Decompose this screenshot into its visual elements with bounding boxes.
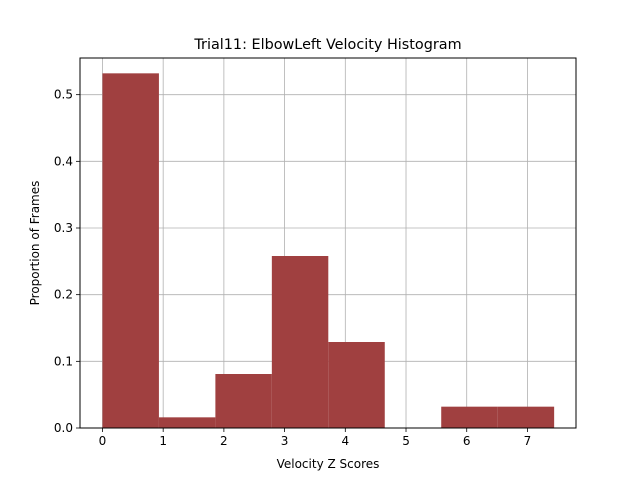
x-tick-label: 0 [99, 434, 107, 448]
y-tick-label: 0.5 [54, 88, 73, 102]
y-tick-label: 0.4 [54, 154, 73, 168]
y-ticks: 0.0 0.1 0.2 0.3 0.4 0.5 [54, 88, 80, 435]
histogram-bar [271, 256, 329, 428]
histogram-bar [158, 417, 216, 428]
y-axis-label: Proportion of Frames [28, 181, 42, 306]
y-tick-label: 0.3 [54, 221, 73, 235]
y-tick-label: 0.2 [54, 288, 73, 302]
x-tick-label: 1 [159, 434, 167, 448]
histogram-bar [215, 374, 272, 428]
x-tick-label: 7 [524, 434, 532, 448]
x-tick-label: 6 [463, 434, 471, 448]
x-tick-label: 4 [341, 434, 349, 448]
histogram-bar [102, 73, 159, 428]
axes-frame [79, 57, 577, 429]
y-tick-label: 0.1 [54, 354, 73, 368]
x-tick-label: 3 [281, 434, 289, 448]
x-ticks: 0 1 2 3 4 5 6 7 [99, 428, 532, 448]
x-axis-label: Velocity Z Scores [277, 457, 380, 471]
x-tick-label: 2 [220, 434, 228, 448]
y-tick-label: 0.0 [54, 421, 73, 435]
histogram-bar [497, 406, 555, 428]
histogram-bar [328, 342, 385, 428]
bars [102, 73, 555, 428]
chart-title: Trial11: ElbowLeft Velocity Histogram [193, 37, 461, 53]
histogram-bar [441, 406, 498, 428]
x-tick-label: 5 [402, 434, 410, 448]
